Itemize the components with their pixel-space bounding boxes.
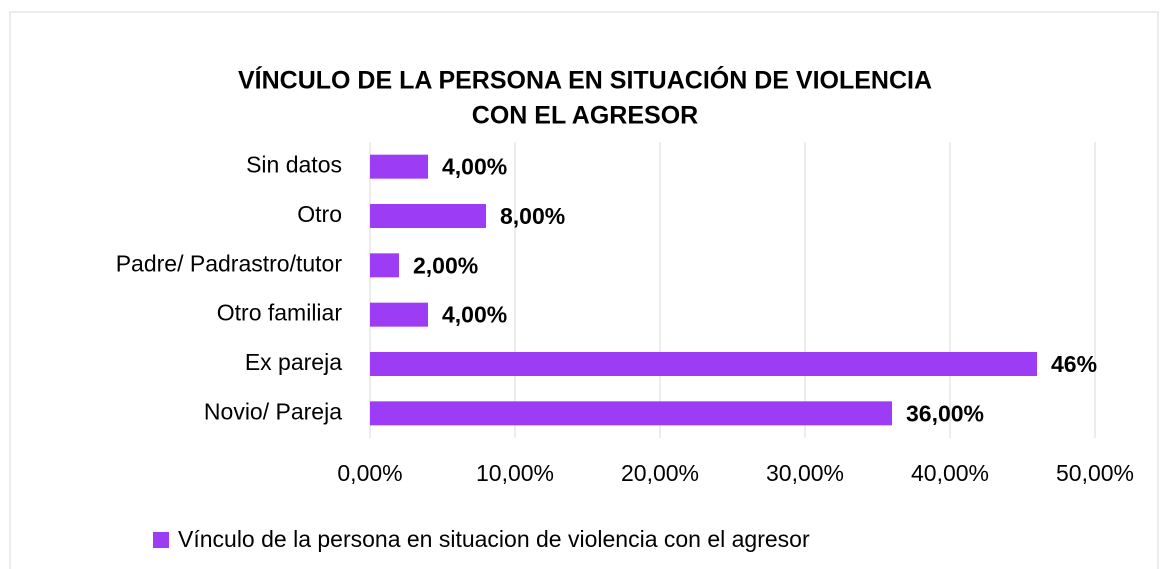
y-tick-label: Ex pareja — [245, 349, 342, 375]
bar — [370, 302, 428, 327]
bar — [370, 352, 1037, 376]
value-label: 8,00% — [500, 203, 565, 229]
value-label: 46% — [1051, 351, 1097, 377]
x-tick-label: 50,00% — [1056, 460, 1134, 486]
value-label: 4,00% — [442, 302, 507, 328]
x-tick-label: 40,00% — [911, 460, 989, 486]
value-label: 2,00% — [413, 252, 478, 278]
value-label: 36,00% — [906, 400, 984, 426]
bar — [370, 204, 486, 228]
y-tick-label: Otro familiar — [217, 300, 343, 326]
y-tick-label: Novio/ Pareja — [204, 398, 342, 424]
chart-title: CON EL AGRESOR — [472, 102, 698, 130]
chart-title: VÍNCULO DE LA PERSONA EN SITUACIÓN DE VI… — [238, 65, 932, 95]
bar — [370, 401, 892, 426]
chart-border — [9, 11, 1159, 569]
y-tick-label: Otro — [297, 201, 342, 227]
x-tick-label: 10,00% — [476, 460, 554, 486]
x-tick-label: 30,00% — [766, 460, 844, 486]
x-tick-label: 0,00% — [337, 460, 402, 486]
x-tick-label: 20,00% — [621, 460, 699, 486]
bar — [370, 253, 399, 278]
legend-swatch — [153, 532, 169, 548]
y-tick-label: Sin datos — [246, 152, 342, 178]
bar — [370, 154, 428, 179]
legend-label: Vínculo de la persona en situacion de vi… — [178, 526, 810, 552]
value-label: 4,00% — [442, 154, 507, 180]
y-tick-label: Padre/ Padrastro/tutor — [116, 250, 343, 276]
